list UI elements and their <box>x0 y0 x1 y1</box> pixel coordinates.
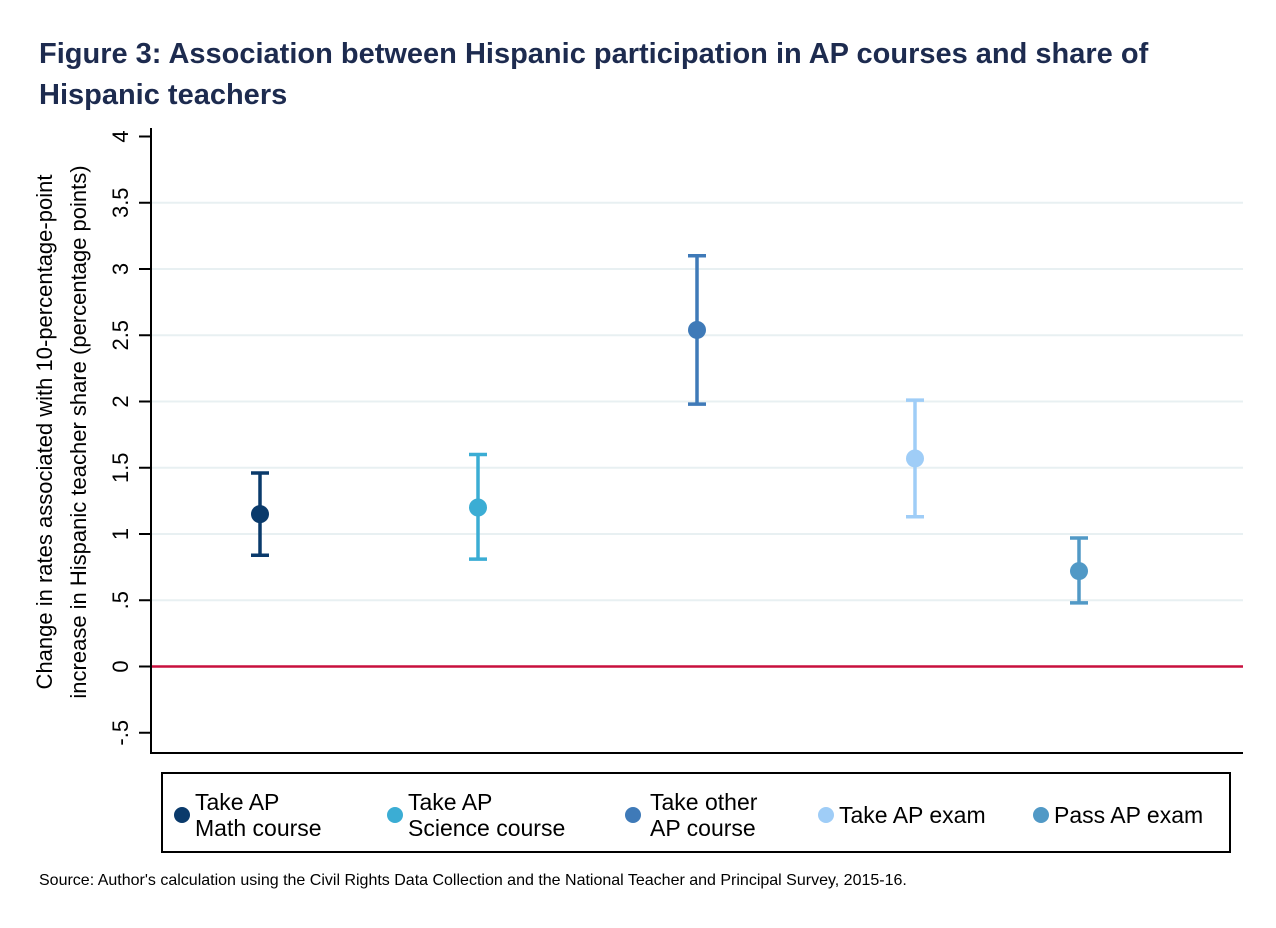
legend-label: Take AP <box>195 789 279 815</box>
legend-marker <box>387 807 403 823</box>
y-tick-label: 2 <box>108 395 133 407</box>
data-point-group <box>251 471 269 557</box>
y-axis-label: Change in rates associated with 10-perce… <box>32 165 91 698</box>
y-tick-label: 3 <box>108 263 133 275</box>
legend-label: Take AP exam <box>839 802 986 828</box>
y-tick-label: 4 <box>108 130 133 142</box>
point-estimate <box>906 449 924 468</box>
y-tick-label: 3.5 <box>108 187 133 218</box>
legend-label: AP course <box>650 815 756 841</box>
y-axis-label-line: Change in rates associated with 10-perce… <box>32 175 57 690</box>
y-tick-label: 0 <box>108 660 133 672</box>
legend-marker <box>625 807 641 823</box>
data-point-group <box>688 254 706 406</box>
legend-label: Science course <box>408 815 565 841</box>
data-point-group <box>1070 536 1088 605</box>
data-point-group <box>469 452 487 561</box>
chart-title: Figure 3: Association between Hispanic p… <box>39 38 1149 111</box>
y-tick-label: -.5 <box>108 720 133 746</box>
y-tick-label: 1 <box>108 528 133 540</box>
legend-item: Take AP exam <box>818 802 986 828</box>
legend-marker <box>1033 807 1049 823</box>
legend-item: Pass AP exam <box>1033 802 1203 828</box>
y-tick-label: 1.5 <box>108 452 133 483</box>
data-points <box>251 254 1088 605</box>
y-tick-label: .5 <box>108 591 133 609</box>
gridlines <box>151 201 1243 602</box>
source-note: Source: Author's calculation using the C… <box>39 872 907 889</box>
point-estimate <box>469 498 487 517</box>
y-axis: -.5 0 .5 1 1.5 2 2.5 3 3.5 4 <box>108 128 1243 754</box>
data-point-group <box>906 398 924 519</box>
legend-label: Take other <box>650 789 758 815</box>
legend-label: Pass AP exam <box>1054 802 1203 828</box>
legend-label: Take AP <box>408 789 492 815</box>
legend-box <box>161 772 1231 853</box>
legend-marker <box>818 807 834 823</box>
y-axis-label-line: increase in Hispanic teacher share (perc… <box>66 165 91 698</box>
y-tick-label: 2.5 <box>108 320 133 351</box>
point-estimate <box>688 320 706 339</box>
point-estimate <box>251 505 269 524</box>
legend-label: Math course <box>195 815 322 841</box>
point-estimate <box>1070 562 1088 581</box>
coefficient-plot: -.5 0 .5 1 1.5 2 2.5 3 3.5 4 Change in rates asso… <box>32 128 1243 853</box>
legend-marker <box>174 807 190 823</box>
